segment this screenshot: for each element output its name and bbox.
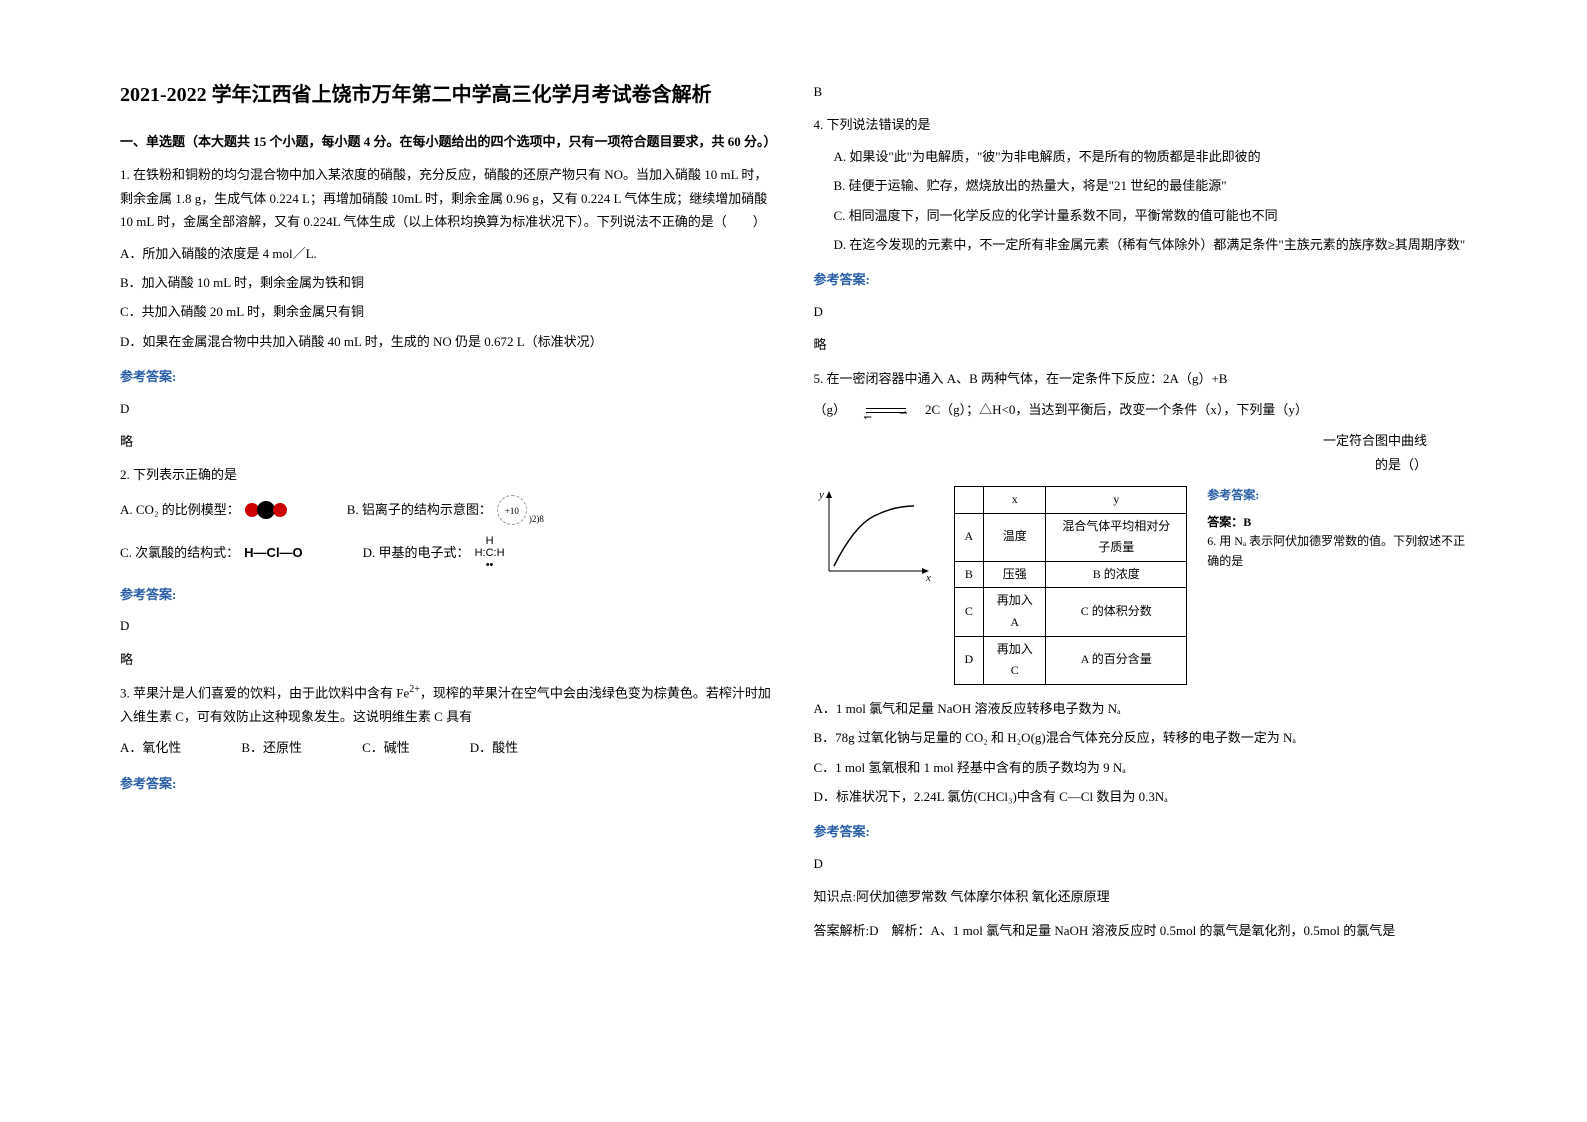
q3-answer: B xyxy=(814,80,1468,103)
q6-explanation: 答案解析:D 解析：A、1 mol 氯气和足量 NaOH 溶液反应时 0.5mo… xyxy=(814,919,1468,942)
q2-opt-d: D. 甲基的电子式： xyxy=(363,541,470,564)
q2-opt-a: A. CO₂ 的比例模型： xyxy=(120,498,240,521)
section-header: 一、单选题（本大题共 15 个小题，每小题 4 分。在每小题给出的四个选项中，只… xyxy=(120,130,774,153)
q6-text: 6. 用 Nₐ 表示阿伏加德罗常数的值。下列叙述不正确的是 xyxy=(1207,532,1467,570)
table-row: A 温度 混合气体平均相对分子质量 xyxy=(954,513,1187,561)
q2-note: 略 xyxy=(120,648,774,671)
q4-opt-d: D. 在迄今发现的元素中，不一定所有非金属元素（稀有气体除外）都满足条件"主族元… xyxy=(834,233,1468,256)
q4-opt-c: C. 相同温度下，同一化学反应的化学计量系数不同，平衡常数的值可能也不同 xyxy=(834,204,1468,227)
q5-text-e: 的是（） xyxy=(814,453,1468,476)
q1-text: 1. 在铁粉和铜粉的均匀混合物中加入某浓度的硝酸，充分反应，硝酸的还原产物只有 … xyxy=(120,163,774,233)
q1-opt-d: D．如果在金属混合物中共加入硝酸 40 mL 时，生成的 NO 仍是 0.672… xyxy=(120,330,774,353)
q2-opt-c: C. 次氯酸的结构式： xyxy=(120,541,239,564)
q3-opt-c: C．碱性 xyxy=(362,736,410,759)
q6-opt-b: B．78g 过氧化钠与足量的 CO₂ 和 H₂O(g)混合气体充分反应，转移的电… xyxy=(814,726,1468,749)
q4-answer: D xyxy=(814,300,1468,323)
q3-opt-d: D．酸性 xyxy=(470,736,518,759)
q3-text: 3. 苹果汁是人们喜爱的饮料，由于此饮料中含有 Fe2+，现榨的苹果汁在空气中会… xyxy=(120,681,774,728)
q4-text: 4. 下列说法错误的是 xyxy=(814,113,1468,136)
answer-label: 参考答案: xyxy=(814,268,1468,291)
question-6: A．1 mol 氯气和足量 NaOH 溶液反应转移电子数为 Nₐ B．78g 过… xyxy=(814,697,1468,809)
q3-opt-a: A．氧化性 xyxy=(120,736,181,759)
q4-opt-a: A. 如果设"此"为电解质，"彼"为非电解质，不是所有的物质都是非此即彼的 xyxy=(834,145,1468,168)
q2-text: 2. 下列表示正确的是 xyxy=(120,463,774,486)
curve-chart: y x xyxy=(814,486,934,586)
svg-text:x: x xyxy=(925,572,931,584)
question-2: 2. 下列表示正确的是 A. CO₂ 的比例模型： B. 铝离子的结构示意图： … xyxy=(120,463,774,571)
exam-title: 2021-2022 学年江西省上饶市万年第二中学高三化学月考试卷含解析 xyxy=(120,80,774,110)
q6-opt-c: C．1 mol 氢氧根和 1 mol 羟基中含有的质子数均为 9 Nₐ xyxy=(814,756,1468,779)
q5-text-b: （g） xyxy=(814,402,847,417)
q1-note: 略 xyxy=(120,430,774,453)
q5-answer: 答案：B xyxy=(1207,513,1467,532)
q3-opt-b: B．还原性 xyxy=(241,736,302,759)
q4-note: 略 xyxy=(814,333,1468,356)
svg-text:y: y xyxy=(818,489,824,501)
answer-label: 参考答案: xyxy=(1207,486,1467,505)
co2-model-icon xyxy=(245,501,287,519)
table-row: D 再加入 C A 的百分含量 xyxy=(954,636,1187,684)
table-row: C 再加入 A C 的体积分数 xyxy=(954,588,1187,636)
q6-knowledge: 知识点:阿伏加德罗常数 气体摩尔体积 氧化还原原理 xyxy=(814,885,1468,908)
table-row: B 压强 B 的浓度 xyxy=(954,561,1187,588)
answer-label: 参考答案: xyxy=(120,772,774,795)
q5-text-c: 2C（g）；△H<0，当达到平衡后，改变一个条件（x），下列量（y） xyxy=(925,402,1308,417)
question-3: 3. 苹果汁是人们喜爱的饮料，由于此饮料中含有 Fe2+，现榨的苹果汁在空气中会… xyxy=(120,681,774,760)
answer-label: 参考答案: xyxy=(814,820,1468,843)
q5-text-a: 5. 在一密闭容器中通入 A、B 两种气体，在一定条件下反应：2A（g）+B xyxy=(814,367,1468,390)
q6-opt-d: D．标准状况下，2.24L 氯仿(CHCl₃)中含有 C—Cl 数目为 0.3N… xyxy=(814,785,1468,808)
q1-opt-a: A．所加入硝酸的浓度是 4 mol／L. xyxy=(120,242,774,265)
question-1: 1. 在铁粉和铜粉的均匀混合物中加入某浓度的硝酸，充分反应，硝酸的还原产物只有 … xyxy=(120,163,774,353)
q1-opt-c: C．共加入硝酸 20 mL 时，剩余金属只有铜 xyxy=(120,300,774,323)
hclo-formula: H—Cl—O xyxy=(244,541,303,564)
q1-opt-b: B．加入硝酸 10 mL 时，剩余金属为铁和铜 xyxy=(120,271,774,294)
q2-answer: D xyxy=(120,614,774,637)
q2-opt-b: B. 铝离子的结构示意图： xyxy=(347,498,492,521)
question-4: 4. 下列说法错误的是 A. 如果设"此"为电解质，"彼"为非电解质，不是所有的… xyxy=(814,113,1468,256)
ch3-electron-icon: H H:C:H •• xyxy=(475,535,505,571)
q6-answer: D xyxy=(814,852,1468,875)
q4-opt-b: B. 硅便于运输、贮存，燃烧放出的热量大，将是"21 世纪的最佳能源" xyxy=(834,174,1468,197)
q5-table: x y A 温度 混合气体平均相对分子质量 B 压强 B 的浓度 C 再加入 A… xyxy=(954,486,1188,685)
question-5: 5. 在一密闭容器中通入 A、B 两种气体，在一定条件下反应：2A（g）+B （… xyxy=(814,367,1468,685)
table-row: x y xyxy=(954,487,1187,514)
q5-text-d: 一定符合图中曲线 xyxy=(814,429,1468,452)
q1-answer: D xyxy=(120,397,774,420)
ion-structure-icon: +10 xyxy=(497,495,527,525)
answer-label: 参考答案: xyxy=(120,365,774,388)
q6-opt-a: A．1 mol 氯气和足量 NaOH 溶液反应转移电子数为 Nₐ xyxy=(814,697,1468,720)
answer-label: 参考答案: xyxy=(120,583,774,606)
